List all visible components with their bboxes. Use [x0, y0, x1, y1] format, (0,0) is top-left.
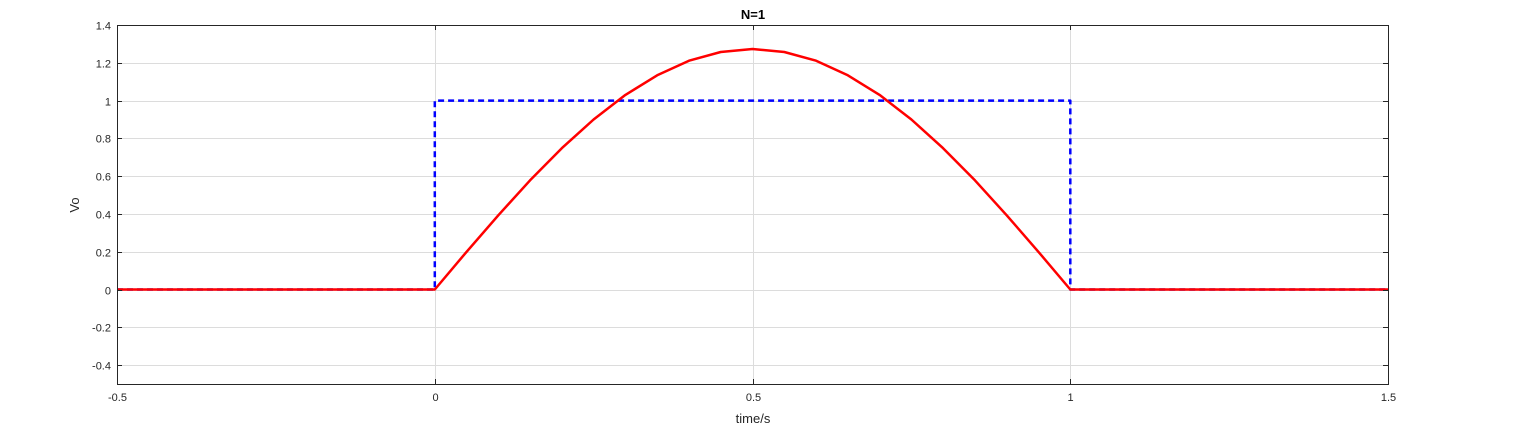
y-tick-label: 0.2 [96, 248, 111, 260]
y-tick-label: -0.2 [92, 323, 111, 335]
y-tick-label: 0.6 [96, 172, 111, 184]
y-tick-label: 1.2 [96, 59, 111, 71]
square-pulse-series-line [117, 99, 1388, 291]
x-tick-label: 1 [1067, 392, 1073, 404]
y-tick-label: 1 [105, 97, 111, 109]
chart-title: N=1 [741, 7, 765, 22]
x-axis-label: time/s [736, 411, 771, 426]
x-tick-label: 0.5 [746, 392, 761, 404]
series-layer [117, 47, 1388, 291]
x-tick-label: 1.5 [1381, 392, 1396, 404]
y-tick-label: 0.4 [96, 210, 111, 222]
y-tick-label: 1.4 [96, 21, 111, 33]
y-tick-label: 0 [105, 286, 111, 298]
grid-lines [117, 25, 1389, 384]
y-axis-label: Vo [67, 197, 82, 212]
x-tick-label: 0 [432, 392, 438, 404]
ticks: -0.5 0 0.5 1 1.5 -0.4 -0.2 0 0.2 0.4 0.6 0.8 1 1.2 1.4 [92, 21, 1396, 405]
x-tick-label: -0.5 [108, 392, 127, 404]
sine-pulse-series-line [117, 47, 1388, 291]
y-tick-label: 0.8 [96, 134, 111, 146]
y-tick-label: -0.4 [92, 361, 111, 373]
